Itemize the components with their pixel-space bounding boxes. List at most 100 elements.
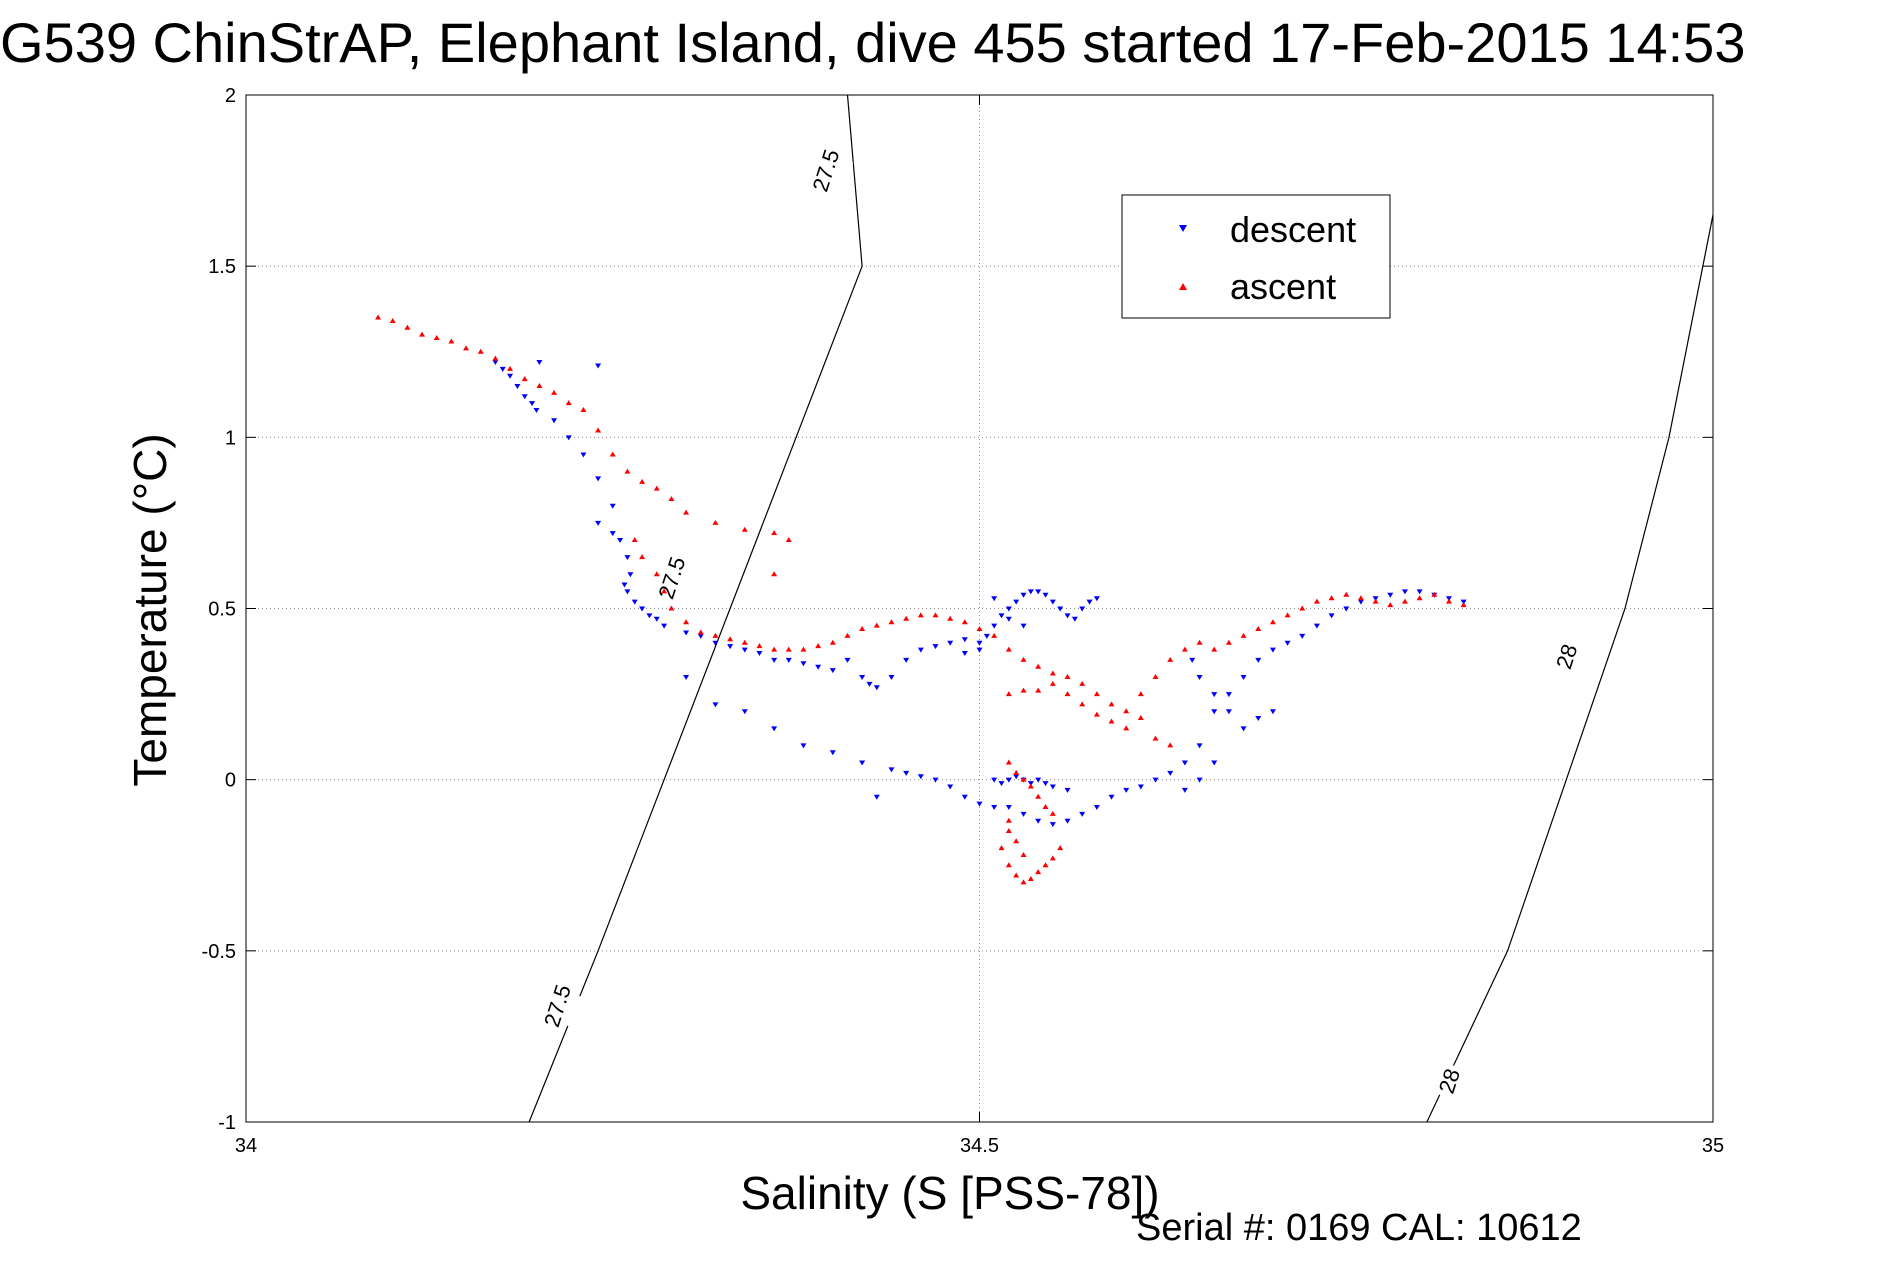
descent-point xyxy=(631,599,638,605)
descent-point xyxy=(1269,647,1276,653)
contour-label-bg xyxy=(529,982,585,1029)
descent-point xyxy=(756,651,763,657)
ascent-point xyxy=(1013,838,1020,844)
descent-point xyxy=(697,633,704,639)
legend: descent ascent xyxy=(1121,194,1391,319)
descent-point xyxy=(1225,692,1232,698)
x-axis-label: Salinity (S [PSS-78]) xyxy=(740,1167,1159,1219)
ascent-point xyxy=(551,389,558,395)
ascent-point xyxy=(448,338,455,344)
ascent-point xyxy=(1196,639,1203,645)
ascent-point xyxy=(653,485,660,491)
ascent-point xyxy=(477,348,484,354)
ascent-point xyxy=(859,626,866,632)
descent-point xyxy=(507,373,514,379)
legend-marker-descent xyxy=(1179,225,1187,232)
descent-point xyxy=(1189,657,1196,663)
ascent-point xyxy=(1123,725,1130,731)
ascent-point xyxy=(404,324,411,330)
ascent-point xyxy=(1211,646,1218,652)
descent-point xyxy=(1049,822,1056,828)
descent-point xyxy=(932,777,939,783)
ascent-point xyxy=(1020,851,1027,857)
serial-calibration-note: Serial #: 0169 CAL: 10612 xyxy=(1136,1207,1582,1249)
descent-point xyxy=(1035,777,1042,783)
descent-point xyxy=(621,582,628,588)
ascent-point xyxy=(683,509,690,515)
ascent-point xyxy=(580,406,587,412)
descent-point xyxy=(1035,589,1042,595)
x-tick-label: 34.5 xyxy=(960,1135,999,1157)
ascent-point xyxy=(507,365,514,371)
descent-point xyxy=(932,644,939,650)
ascent-point xyxy=(661,588,668,594)
descent-point xyxy=(991,805,998,811)
ascent-point xyxy=(1460,602,1467,608)
x-tick-label: 35 xyxy=(1702,1135,1724,1157)
ascent-point xyxy=(903,615,910,621)
contour-line-27-5 xyxy=(528,94,863,1123)
y-tick-label: 0 xyxy=(225,770,236,792)
descent-point xyxy=(595,363,602,369)
descent-point xyxy=(829,668,836,674)
descent-point xyxy=(866,681,873,687)
descent-point xyxy=(1240,674,1247,680)
descent-point xyxy=(1196,674,1203,680)
descent-point xyxy=(947,784,954,790)
ascent-point xyxy=(1005,828,1012,834)
descent-point xyxy=(1057,606,1064,612)
ascent-point xyxy=(433,335,440,341)
descent-point xyxy=(998,613,1005,619)
ascent-point xyxy=(668,605,675,611)
ascent-point xyxy=(1445,598,1452,604)
ascent-point xyxy=(1013,872,1020,878)
descent-point xyxy=(1071,616,1078,622)
descent-point xyxy=(1049,784,1056,790)
descent-point xyxy=(991,596,998,602)
contour-line-28 xyxy=(1426,214,1714,1123)
descent-point xyxy=(741,647,748,653)
descent-point xyxy=(1064,787,1071,793)
descent-point xyxy=(1049,599,1056,605)
ascent-point xyxy=(932,612,939,618)
descent-point xyxy=(1079,811,1086,817)
descent-point xyxy=(1064,613,1071,619)
descent-point xyxy=(1240,726,1247,732)
descent-point xyxy=(1042,592,1049,598)
ascent-point xyxy=(492,355,499,361)
descent-point xyxy=(1013,774,1020,780)
ascent-point xyxy=(800,646,807,652)
ascent-point xyxy=(1035,687,1042,693)
descent-point xyxy=(976,801,983,807)
ascent-point xyxy=(565,400,572,406)
descent-point xyxy=(961,794,968,800)
ascent-point xyxy=(1343,591,1350,597)
ascent-point xyxy=(1137,691,1144,697)
descent-point xyxy=(1211,709,1218,715)
descent-point xyxy=(624,555,631,561)
ascent-point xyxy=(712,632,719,638)
descent-point xyxy=(961,637,968,643)
descent-point xyxy=(609,531,616,537)
descent-point xyxy=(1005,616,1012,622)
descent-point xyxy=(903,770,910,776)
descent-point xyxy=(1167,770,1174,776)
ascent-point xyxy=(741,639,748,645)
descent-point xyxy=(741,709,748,715)
descent-point xyxy=(1211,760,1218,766)
descent-point xyxy=(1255,657,1262,663)
descent-point xyxy=(1313,623,1320,629)
descent-point xyxy=(595,520,602,526)
ascent-point xyxy=(888,619,895,625)
ascent-point xyxy=(683,619,690,625)
descent-point xyxy=(1108,794,1115,800)
ascent-point xyxy=(1035,869,1042,875)
ascent-point xyxy=(917,612,924,618)
descent-point xyxy=(1042,781,1049,787)
ascent-point xyxy=(609,451,616,457)
descent-point xyxy=(1123,787,1130,793)
ascent-point xyxy=(771,530,778,536)
